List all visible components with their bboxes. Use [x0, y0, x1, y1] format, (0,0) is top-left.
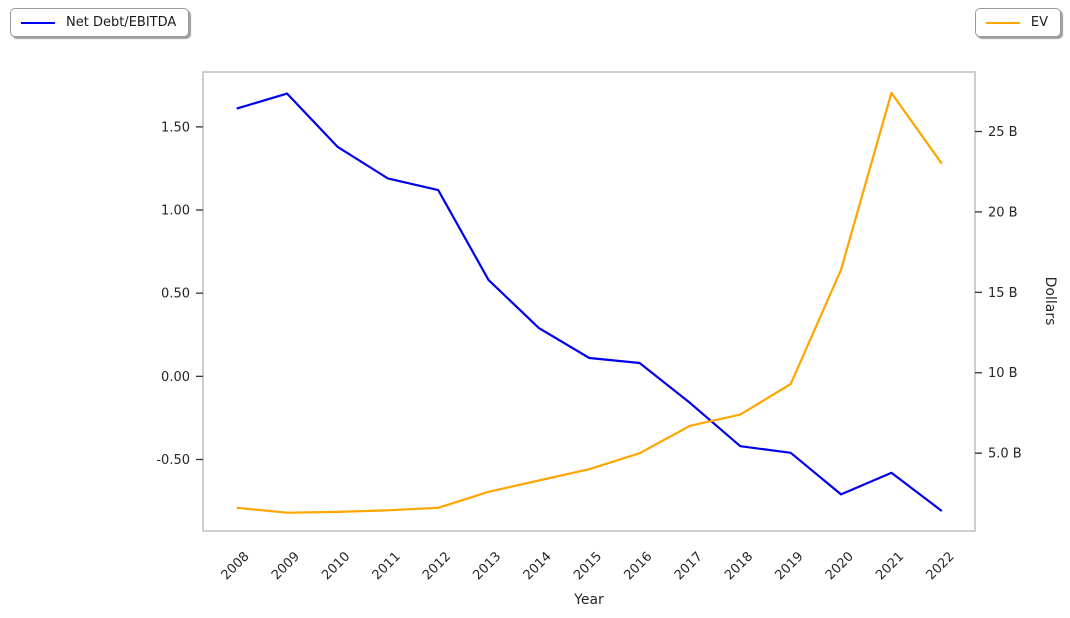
x-axis-tick-label: 2022	[924, 549, 958, 583]
x-axis-tick-label: 2021	[873, 549, 907, 583]
left-axis-tick-label: 0.00	[161, 370, 190, 385]
legend-net-debt-label: Net Debt/EBITDA	[66, 15, 177, 30]
x-axis-tick-label: 2017	[672, 549, 706, 583]
right-axis-tick-label: 15 B	[988, 286, 1018, 301]
right-axis-tick-label: 10 B	[988, 366, 1018, 381]
right-axis-tick-label: 20 B	[988, 205, 1018, 220]
x-axis-tick-label: 2011	[370, 549, 404, 583]
legend-ev-label: EV	[1030, 15, 1048, 30]
net-debt-legend-line-icon	[21, 21, 55, 24]
x-axis-tick-label: 2016	[621, 549, 655, 583]
right-axis-tick-label: 25 B	[988, 125, 1018, 140]
right-y-axis-title: Dollars	[1042, 277, 1058, 326]
x-axis-tick-label: 2012	[420, 549, 454, 583]
x-axis-tick-label: 2018	[722, 549, 756, 583]
left-axis-tick-label: 1.00	[161, 204, 190, 219]
x-axis-tick-label: 2010	[319, 549, 353, 583]
x-axis-tick-label: 2015	[571, 549, 605, 583]
x-axis-tick-label: 2009	[269, 549, 303, 583]
x-axis-tick-label: 2008	[219, 549, 253, 583]
ev-legend-line-icon	[985, 21, 1020, 24]
left-axis-tick-label: 0.50	[161, 287, 190, 302]
x-axis-tick-label: 2013	[470, 549, 504, 583]
net-debt-ebitda-line	[236, 92, 943, 512]
legend-net-debt-ebitda: Net Debt/EBITDA	[10, 8, 190, 37]
x-axis-tick-label: 2019	[773, 549, 807, 583]
legend-ev: EV	[974, 8, 1061, 37]
x-axis-title: Year	[573, 592, 604, 608]
plot-border	[202, 71, 976, 532]
right-axis-tick-label: 5.0 B	[988, 447, 1022, 462]
x-axis-tick-label: 2020	[823, 549, 857, 583]
left-axis-tick-label: 1.50	[161, 120, 190, 135]
left-axis-tick-label: -0.50	[156, 453, 190, 468]
x-axis-tick-label: 2014	[521, 549, 555, 583]
ev-line	[236, 91, 943, 514]
